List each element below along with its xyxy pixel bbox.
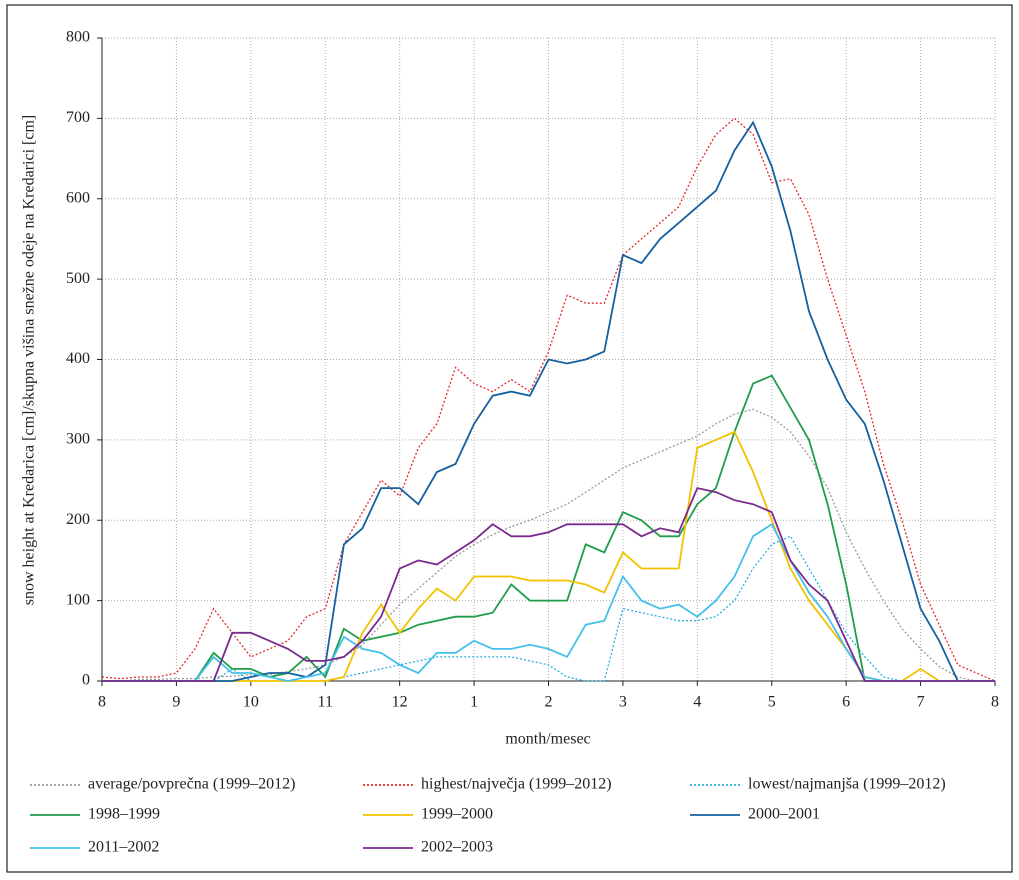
y-tick-label: 500: [66, 270, 90, 287]
legend-label: lowest/najmanjša (1999–2012): [748, 776, 946, 793]
y-tick-label: 100: [66, 591, 90, 608]
y-axis-label: snow height at Kredarica [cm]/skupna viš…: [21, 115, 38, 605]
series-line: [102, 120, 995, 682]
y-tick-label: 400: [66, 350, 90, 367]
legend-label: 2000–2001: [748, 806, 820, 823]
x-tick-label: 11: [318, 694, 333, 711]
series-line: [102, 408, 995, 682]
x-tick-label: 3: [619, 694, 627, 711]
legend-label: 2011–2002: [88, 839, 159, 856]
series-line: [102, 374, 995, 682]
x-tick-label: 10: [243, 694, 259, 711]
series-line: [102, 523, 995, 682]
y-tick-label: 200: [66, 511, 90, 528]
series-line: [102, 487, 995, 682]
legend-label: 2002–2003: [421, 839, 493, 856]
x-tick-label: 8: [98, 694, 106, 711]
x-tick-label: 1: [470, 694, 478, 711]
y-tick-label: 0: [82, 672, 90, 689]
x-tick-label: 2: [545, 694, 553, 711]
legend-label: average/povprečna (1999–2012): [88, 776, 295, 793]
x-tick-label: 4: [693, 694, 701, 711]
x-tick-label: 7: [917, 694, 925, 711]
y-tick-label: 800: [66, 29, 90, 46]
series-line: [102, 430, 995, 682]
series-line: [102, 535, 995, 682]
frame: [6, 4, 1013, 873]
legend-label: 1998–1999: [88, 806, 160, 823]
legend-label: highest/največja (1999–2012): [421, 776, 612, 793]
y-tick-label: 700: [66, 109, 90, 126]
x-tick-label: 9: [172, 694, 180, 711]
legend-label: 1999–2000: [421, 806, 493, 823]
x-tick-label: 5: [768, 694, 776, 711]
y-tick-label: 600: [66, 189, 90, 206]
y-tick-label: 300: [66, 431, 90, 448]
x-tick-label: 6: [842, 694, 850, 711]
x-tick-label: 8: [991, 694, 999, 711]
x-axis-label: month/mesec: [505, 731, 590, 748]
x-tick-label: 12: [392, 694, 408, 711]
